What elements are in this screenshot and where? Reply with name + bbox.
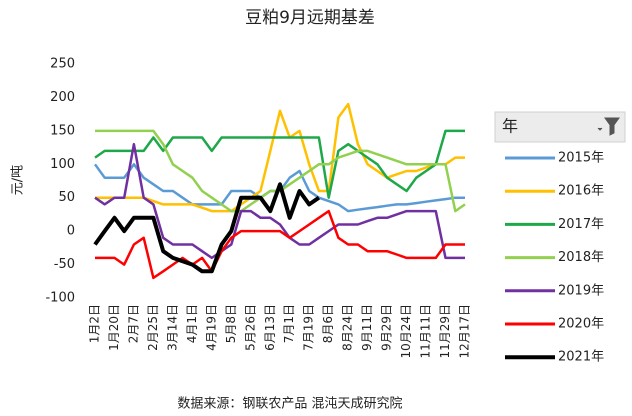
x-tick-label: 2月25日 [146, 304, 160, 351]
x-tick-label: 3月14日 [165, 304, 179, 351]
x-tick-label: 5月8日 [224, 304, 238, 343]
chart-title: 豆粕9月远期基差 [245, 8, 375, 28]
series-line [94, 129, 465, 199]
x-tick-label: 12月17日 [458, 304, 472, 359]
y-tick-label: 0 [67, 224, 75, 239]
y-tick-label: 100 [50, 157, 75, 172]
legend-label: 2019年 [558, 283, 604, 298]
legend-label: 2020年 [558, 317, 604, 332]
x-tick-label: 9月11日 [360, 304, 374, 351]
x-tick-label: 7月19日 [302, 304, 316, 351]
x-tick-label: 6月13日 [263, 304, 277, 351]
y-tick-label: 200 [50, 90, 75, 105]
x-tick-label: 4月1日 [185, 304, 199, 343]
legend-label: 2015年 [558, 151, 604, 166]
y-tick-label: -50 [54, 257, 75, 272]
legend-label: 2018年 [558, 250, 604, 265]
x-tick-label: 11月29日 [438, 304, 452, 359]
legend-label: 2021年 [558, 350, 604, 365]
x-tick-label: 4月19日 [204, 304, 218, 351]
series-line [93, 182, 321, 274]
y-tick-label: -100 [45, 291, 75, 306]
x-tick-label: 1月2日 [88, 304, 102, 343]
legend-label: 2016年 [558, 184, 604, 199]
x-tick-label: 10月24日 [399, 304, 413, 359]
legend-title: 年 [502, 117, 518, 136]
x-tick-label: 1月20日 [107, 304, 121, 351]
x-tick-label: 11月11日 [419, 304, 433, 359]
x-tick-label: 8月24日 [341, 304, 355, 351]
series-line [95, 102, 465, 213]
x-tick-label: 2月7日 [126, 304, 140, 343]
y-tick-label: 150 [50, 123, 75, 138]
x-tick-label: 7月1日 [282, 304, 296, 343]
x-tick-label: 8月6日 [321, 304, 335, 343]
x-tick-label: 5月26日 [243, 304, 257, 351]
y-tick-label: 250 [50, 57, 75, 72]
y-tick-label: 50 [58, 190, 75, 205]
series-line [94, 142, 465, 260]
x-tick-label: 9月29日 [380, 304, 394, 351]
source-note: 数据来源：钢联农产品 混沌天成研究院 [177, 397, 402, 412]
legend-header[interactable] [494, 111, 626, 143]
filter-icon[interactable] [597, 117, 620, 136]
legend-label: 2017年 [558, 217, 604, 232]
series-line [95, 209, 465, 280]
y-axis-label: 元/吨 [11, 165, 26, 195]
